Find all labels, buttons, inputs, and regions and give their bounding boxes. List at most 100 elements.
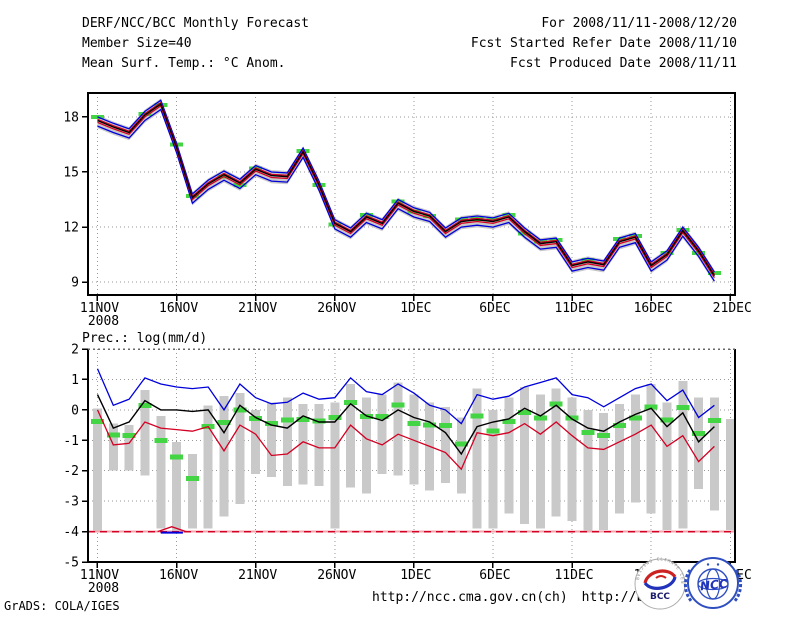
obs-dash (138, 402, 152, 408)
obs-dash (502, 418, 516, 424)
obs-dash (613, 423, 627, 429)
obs-dash (407, 421, 421, 427)
x-tick-label: 16NOV (159, 301, 198, 316)
temp-chart-title: Mean Surf. Temp.: °C Anom. (82, 56, 286, 71)
ensemble-range-bar (599, 412, 609, 531)
obs-dash (660, 417, 674, 423)
obs-dash (549, 401, 563, 407)
ncc-globe-meridian (705, 568, 721, 600)
obs-dash (375, 414, 389, 420)
refer-date-label: Fcst Started Refer Date 2008/11/10 (470, 36, 737, 51)
ensemble-range-bar (504, 397, 514, 514)
ncc-logo-circle (687, 557, 739, 609)
obs-markers (90, 400, 721, 481)
ensemble-range-bar (251, 409, 261, 474)
obs-dash (707, 418, 721, 424)
obs-dash (280, 417, 294, 423)
envelope-lower-blue (97, 108, 715, 282)
frame (87, 349, 736, 563)
y-tick-label: -3 (63, 495, 79, 510)
ensemble-range-bar (646, 383, 656, 514)
ncc-wreath-left (683, 569, 694, 603)
plot-title: DERF/NCC/BCC Monthly Forecast (82, 16, 309, 31)
ensemble-range-bar (314, 403, 324, 486)
obs-dash (265, 421, 279, 427)
obs-dash (170, 454, 184, 460)
ensemble-range-bar (361, 397, 371, 494)
ensemble-range-bar (630, 394, 640, 503)
forecast-range-label: For 2008/11/11-2008/12/20 (541, 16, 737, 31)
y-tick-label: 0 (71, 403, 79, 418)
ncc-wreath-right (732, 569, 743, 603)
x-tick-label: 1DEC (400, 301, 431, 316)
ensemble-range-bar (267, 402, 277, 477)
obs-dash (707, 270, 721, 275)
obs-dash (597, 433, 611, 439)
obs-dash (344, 400, 358, 406)
y-tick-label: 2 (71, 343, 79, 358)
ensemble-range-bar (377, 394, 387, 474)
frame (87, 92, 736, 296)
x-tick-label: 6DEC (479, 568, 510, 583)
ensemble-range-bar (298, 403, 308, 485)
y-tick-label: 15 (63, 165, 79, 180)
y-tick-label: 12 (63, 221, 79, 236)
range-bars (92, 380, 735, 532)
obs-dash (90, 418, 104, 424)
obs-dash (470, 413, 484, 419)
ncc-url: http://ncc.cma.gov.cn(ch) (372, 590, 568, 605)
ensemble-range-bar (615, 403, 625, 514)
obs-dash (185, 475, 199, 481)
ensemble-range-bar (124, 425, 134, 471)
bcc-swirl-accent (655, 575, 667, 579)
obs-dash (439, 423, 453, 429)
obs-dash (644, 404, 658, 410)
x-tick-label: 21DEC (713, 301, 752, 316)
obs-dash (312, 418, 326, 424)
x-tick-label: 11DEC (554, 301, 593, 316)
bcc-logo-label: BCC (650, 592, 670, 602)
max-line-blue (96, 368, 715, 425)
ensemble-range-bar (409, 394, 419, 485)
x-tick-label: 26NOV (317, 301, 356, 316)
ncc-top-mark-2 (716, 563, 720, 566)
mean-line-black (96, 394, 715, 456)
x-tick-sublabel: 2008 (88, 581, 119, 596)
inner-lower-red (97, 104, 715, 278)
x-tick-label: 16NOV (159, 568, 198, 583)
obs-dash (533, 415, 547, 421)
y-tick-label: -4 (63, 525, 79, 540)
bcc-logo-circle (634, 558, 686, 610)
ensemble-range-bar (662, 402, 672, 531)
obs-dash (391, 402, 405, 408)
member-size-label: Member Size=40 (82, 36, 192, 51)
ncc-globe-equator (697, 577, 729, 591)
gridlines (88, 93, 735, 295)
ensemble-range-bar (535, 394, 545, 529)
y-tick-label: 1 (71, 373, 79, 388)
x-tick-label: 26NOV (317, 568, 356, 583)
ensemble-range-bar (551, 388, 561, 517)
x-tick-label: 21NOV (238, 568, 277, 583)
ensemble-range-bar (567, 397, 577, 521)
min-line-red (96, 409, 715, 471)
ensemble-range-bar (203, 405, 213, 529)
obs-dash (90, 114, 104, 119)
ensemble-mean-line (97, 102, 715, 277)
obs-dash (122, 433, 136, 439)
obs-dash (518, 410, 532, 416)
ensemble-range-bar (520, 387, 530, 524)
obs-dash (154, 437, 168, 443)
ensemble-range-bar (330, 402, 340, 529)
x-tick-label: 1DEC (400, 568, 431, 583)
obs-markers (90, 102, 721, 275)
obs-dash (249, 415, 263, 421)
obs-dash (233, 407, 247, 413)
ensemble-range-bar (583, 409, 593, 532)
obs-dash (106, 432, 120, 438)
ensemble-range-bar (488, 409, 498, 529)
ensemble-range-bar (393, 382, 403, 476)
prec-chart-title: Prec.: log(mm/d) (82, 331, 208, 346)
